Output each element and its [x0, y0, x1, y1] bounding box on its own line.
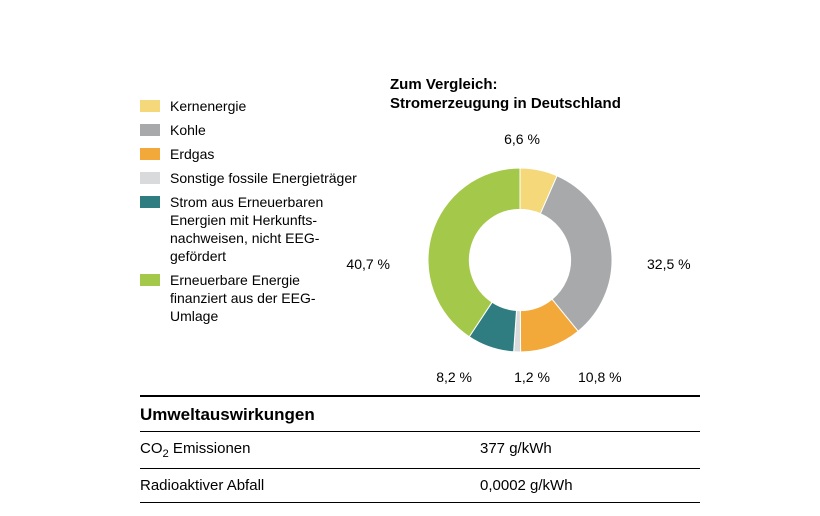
legend-label: Erneuerbare Energie finanziert aus der E… [170, 271, 360, 325]
slice-label-ee_eeg: 40,7 % [346, 256, 390, 272]
legend-swatch [140, 148, 160, 160]
env-key: Radioaktiver Abfall [140, 477, 480, 494]
env-value: 377 g/kWh [480, 440, 700, 460]
legend-item: Erneuerbare Energie finanziert aus der E… [140, 271, 360, 325]
chart-title-line2: Stromerzeugung in Deutschland [390, 95, 621, 112]
slice-label-ee_hkn: 8,2 % [436, 369, 472, 385]
chart-title: Zum Vergleich: Stromerzeugung in Deutsch… [390, 75, 700, 113]
slice-label-kohle: 32,5 % [647, 256, 691, 272]
chart-title-line1: Zum Vergleich: [390, 76, 498, 93]
legend-item: Sonstige fossile Energieträger [140, 169, 360, 187]
env-row: Radioaktiver Abfall0,0002 g/kWh [140, 469, 700, 502]
environmental-impact-table: Umweltauswirkungen CO2 Emissionen377 g/k… [140, 395, 700, 503]
env-heading: Umweltauswirkungen [140, 397, 700, 431]
legend-swatch [140, 196, 160, 208]
legend-swatch [140, 124, 160, 136]
legend: Kernenergie Kohle Erdgas Sonstige fossile E… [140, 75, 360, 331]
legend-label: Kohle [170, 121, 206, 139]
legend-item: Kernenergie [140, 97, 360, 115]
env-key: CO2 Emissionen [140, 440, 480, 460]
legend-label: Sonstige fossile Energieträger [170, 169, 357, 187]
legend-label: Kernenergie [170, 97, 246, 115]
slice-label-sonstige: 1,2 % [514, 369, 550, 385]
legend-item: Erdgas [140, 145, 360, 163]
legend-item: Strom aus Erneuerbaren Energien mit Herk… [140, 193, 360, 265]
donut-chart: 6,6 %32,5 %10,8 %1,2 %8,2 %40,7 % [370, 125, 670, 385]
legend-item: Kohle [140, 121, 360, 139]
slice-label-kernenergie: 6,6 % [504, 131, 540, 147]
legend-label: Erdgas [170, 145, 214, 163]
slice-label-erdgas: 10,8 % [578, 369, 622, 385]
legend-label: Strom aus Erneuerbaren Energien mit Herk… [170, 193, 360, 265]
env-value: 0,0002 g/kWh [480, 477, 700, 494]
legend-swatch [140, 172, 160, 184]
legend-swatch [140, 274, 160, 286]
legend-swatch [140, 100, 160, 112]
divider [140, 502, 700, 503]
env-row: CO2 Emissionen377 g/kWh [140, 432, 700, 468]
